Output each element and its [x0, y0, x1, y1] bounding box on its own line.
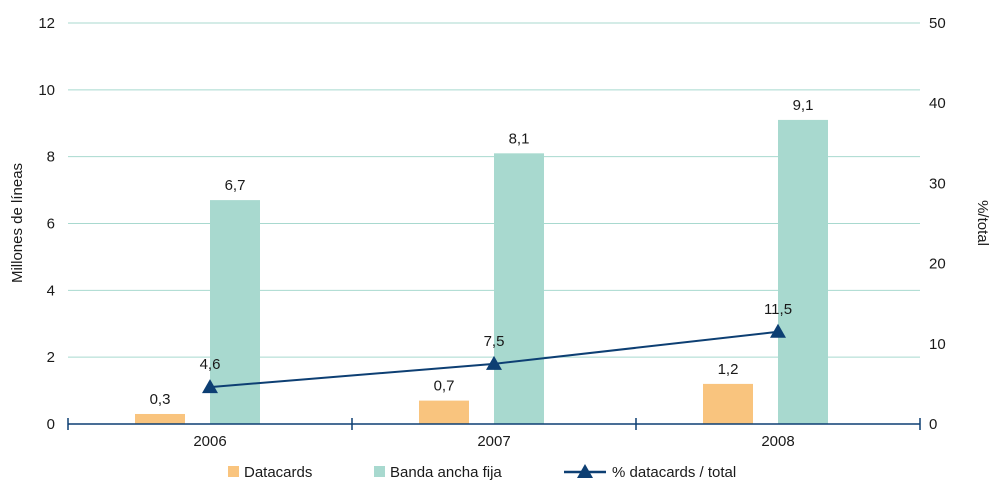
legend-label-pct-datacards: % datacards / total: [612, 464, 736, 481]
y-left-tick-label: 6: [47, 216, 55, 233]
bars: [135, 119, 828, 425]
line-data-label: 4,6: [200, 356, 221, 373]
legend-swatch-datacards: [228, 466, 239, 477]
y-right-tick-label: 10: [929, 336, 946, 353]
line-data-label: 11,5: [764, 301, 792, 318]
y-axis-right-title: %/total: [974, 200, 990, 246]
bar-data-label: 0,7: [434, 378, 455, 395]
legend-label-banda-ancha-fija: Banda ancha fija: [390, 464, 502, 481]
line-data-label: 7,5: [484, 333, 505, 350]
y-axis-left: 0 2 4 6 8 10 12: [38, 15, 55, 433]
bar-data-label: 1,2: [718, 361, 739, 378]
y-right-tick-label: 50: [929, 15, 946, 32]
line-point-marker: [770, 323, 786, 338]
line-series: [202, 323, 786, 394]
y-left-tick-label: 2: [47, 349, 55, 366]
bar-banda-ancha-fija: [778, 119, 828, 425]
y-right-tick-label: 40: [929, 95, 946, 112]
data-labels: 0,3 0,7 1,2 6,7 8,1 9,1 4,6 7,5 11,5: [150, 97, 814, 408]
y-right-tick-label: 30: [929, 175, 946, 192]
bar-datacards: [703, 383, 753, 424]
legend-line-marker: [577, 464, 593, 478]
legend-swatch-banda-ancha-fija: [374, 466, 385, 477]
y-right-tick-label: 20: [929, 256, 946, 273]
bar-data-label: 8,1: [509, 130, 530, 147]
bar-banda-ancha-fija: [494, 153, 544, 424]
bar-data-label: 6,7: [225, 177, 246, 194]
legend-label-datacards: Datacards: [244, 464, 312, 481]
y-axis-right: 0 10 20 30 40 50: [929, 15, 946, 433]
y-left-tick-label: 8: [47, 149, 55, 166]
y-axis-left-title: Millones de líneas: [9, 163, 26, 283]
x-axis: 2006 2007 2008: [67, 418, 921, 450]
bar-data-label: 9,1: [793, 97, 814, 114]
y-left-tick-label: 12: [38, 15, 55, 32]
bar-banda-ancha-fija: [210, 200, 260, 424]
bar-data-label: 0,3: [150, 391, 171, 408]
bar-datacards: [135, 413, 185, 424]
y-left-tick-label: 4: [47, 282, 55, 299]
y-left-tick-label: 0: [47, 416, 55, 433]
x-tick-label: 2006: [193, 433, 226, 450]
y-right-tick-label: 0: [929, 416, 937, 433]
bar-datacards: [419, 400, 469, 424]
line-point-marker: [202, 379, 218, 394]
line-point-marker: [486, 355, 502, 370]
legend: Datacards Banda ancha fija % datacards / t…: [228, 464, 736, 481]
x-tick-label: 2008: [761, 433, 794, 450]
y-left-tick-label: 10: [38, 82, 55, 99]
x-tick-label: 2007: [477, 433, 510, 450]
